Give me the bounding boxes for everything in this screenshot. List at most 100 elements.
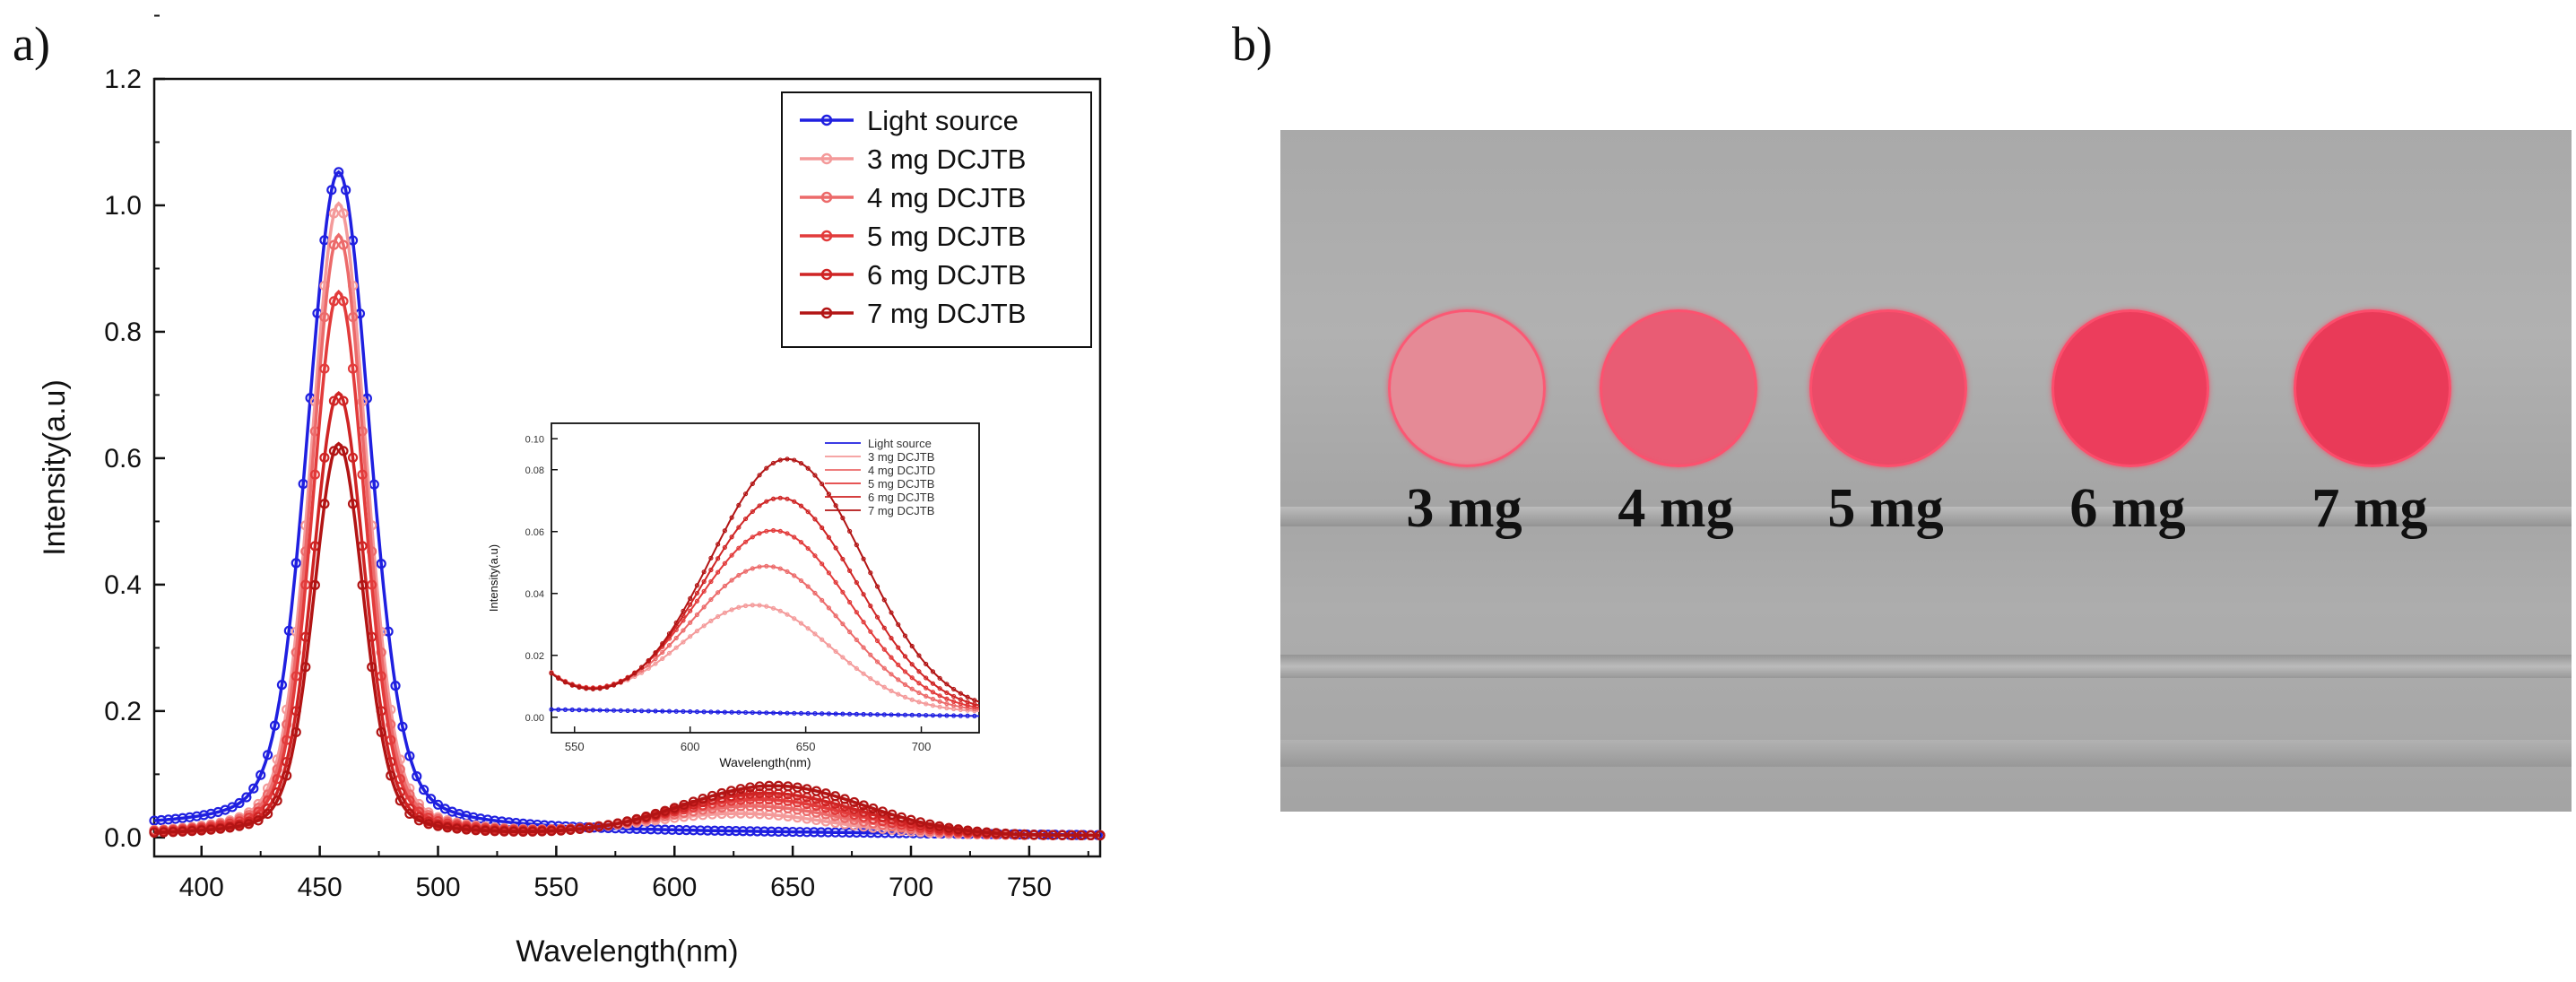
inset-data-point — [777, 710, 783, 716]
inset-data-point — [874, 614, 880, 620]
inset-data-point — [881, 625, 887, 630]
data-point — [792, 782, 803, 793]
inset-data-point — [868, 712, 873, 717]
inset-data-point — [666, 643, 672, 648]
data-point — [802, 784, 812, 795]
data-point — [186, 826, 197, 837]
inset-data-point — [770, 527, 776, 534]
data-point — [811, 786, 822, 796]
data-point — [735, 789, 746, 800]
inset-data-point — [972, 698, 977, 703]
inset-data-point — [701, 604, 707, 610]
legend-label: Light source — [867, 105, 1019, 136]
legend-marker — [820, 114, 833, 126]
data-point — [412, 771, 422, 782]
data-point — [650, 808, 661, 820]
inset-data-point — [972, 704, 977, 709]
data-point — [376, 559, 386, 569]
data-point — [347, 452, 359, 463]
data-point — [272, 795, 282, 806]
inset-data-point — [722, 561, 727, 566]
inset-data-point — [549, 671, 554, 676]
data-point — [1095, 830, 1106, 841]
inset-data-point — [618, 708, 623, 713]
legend-marker — [820, 230, 833, 242]
inset-data-point — [736, 604, 742, 610]
data-point — [575, 823, 585, 835]
inset-data-point — [722, 610, 727, 615]
data-point — [707, 809, 718, 820]
inset-data-point — [785, 710, 790, 716]
data-point — [367, 662, 377, 673]
inset-data-point — [902, 633, 908, 639]
inset-data-point — [577, 708, 582, 713]
inset-data-point — [708, 618, 714, 623]
inset-data-point — [854, 610, 859, 615]
inset-data-point — [716, 709, 721, 715]
inset-data-point — [736, 502, 742, 508]
data-point — [319, 363, 330, 374]
sample-disk-6mg — [2051, 309, 2209, 467]
inset-data-point — [716, 542, 721, 547]
inset-data-point — [638, 708, 645, 714]
inset-data-point — [951, 693, 957, 700]
data-point — [319, 311, 330, 323]
inset-legend-label: 6 mg DCJTB — [868, 491, 934, 504]
data-point — [745, 801, 756, 812]
inset-y-tick-label: 0.06 — [525, 527, 544, 538]
inset-data-point — [889, 688, 894, 693]
data-point — [603, 820, 614, 830]
inset-data-point — [653, 656, 658, 662]
data-point — [338, 208, 349, 219]
inset-data-point — [902, 712, 908, 717]
inset-data-point — [916, 690, 922, 696]
inset-data-point — [701, 588, 707, 594]
data-point — [725, 802, 737, 813]
inset-data-point — [958, 713, 963, 718]
legend-marker — [820, 191, 833, 204]
sample-photo: 3 mg 4 mg 5 mg 6 mg 7 mg — [1280, 130, 2572, 812]
inset-data-point — [764, 604, 769, 609]
x-tick-label: 500 — [415, 873, 460, 902]
data-point — [432, 799, 444, 810]
y-tick-label: 0.4 — [104, 570, 142, 600]
data-point — [461, 824, 472, 835]
inset-data-point — [909, 675, 915, 681]
inset-y-tick-label: 0.00 — [525, 713, 544, 724]
inset-data-point — [909, 686, 915, 691]
data-point — [754, 794, 765, 804]
inset-data-point — [785, 496, 790, 501]
inset-data-point — [770, 564, 776, 569]
inset-data-point — [611, 682, 617, 688]
inset-data-point — [792, 573, 797, 578]
sample-label: 5 mg — [1827, 478, 1944, 539]
inset-data-point — [805, 710, 811, 717]
data-point — [981, 827, 993, 838]
inset-data-point — [902, 694, 908, 700]
inset-legend-label: 5 mg DCJTB — [868, 477, 934, 491]
data-point — [517, 826, 529, 837]
inset-data-point — [833, 711, 838, 717]
inset-data-point — [896, 712, 901, 717]
inset-data-point — [909, 643, 915, 649]
inset-data-point — [646, 708, 651, 714]
data-point — [640, 811, 652, 822]
y-tick-label: 0.0 — [104, 823, 142, 853]
inset-data-point — [881, 665, 887, 671]
data-point — [716, 808, 727, 820]
data-point — [347, 363, 359, 374]
inset-plot: 550 600 650 700 0.00 0.02 0.04 0.06 0.08 0.10 Wave… — [487, 422, 980, 769]
y-tick-label: 0.6 — [104, 444, 142, 474]
inset-data-point — [805, 584, 811, 589]
inset-data-point — [638, 665, 645, 670]
inset-data-point — [729, 552, 734, 558]
inset-data-point — [646, 657, 651, 664]
inset-data-point — [708, 596, 714, 603]
legend-label: 6 mg DCJTB — [867, 259, 1026, 291]
data-point — [499, 826, 509, 837]
inset-data-point — [944, 700, 950, 707]
inset-data-point — [826, 491, 832, 497]
data-point — [735, 784, 746, 795]
inset-data-point — [924, 712, 929, 718]
inset-data-point — [660, 641, 665, 647]
